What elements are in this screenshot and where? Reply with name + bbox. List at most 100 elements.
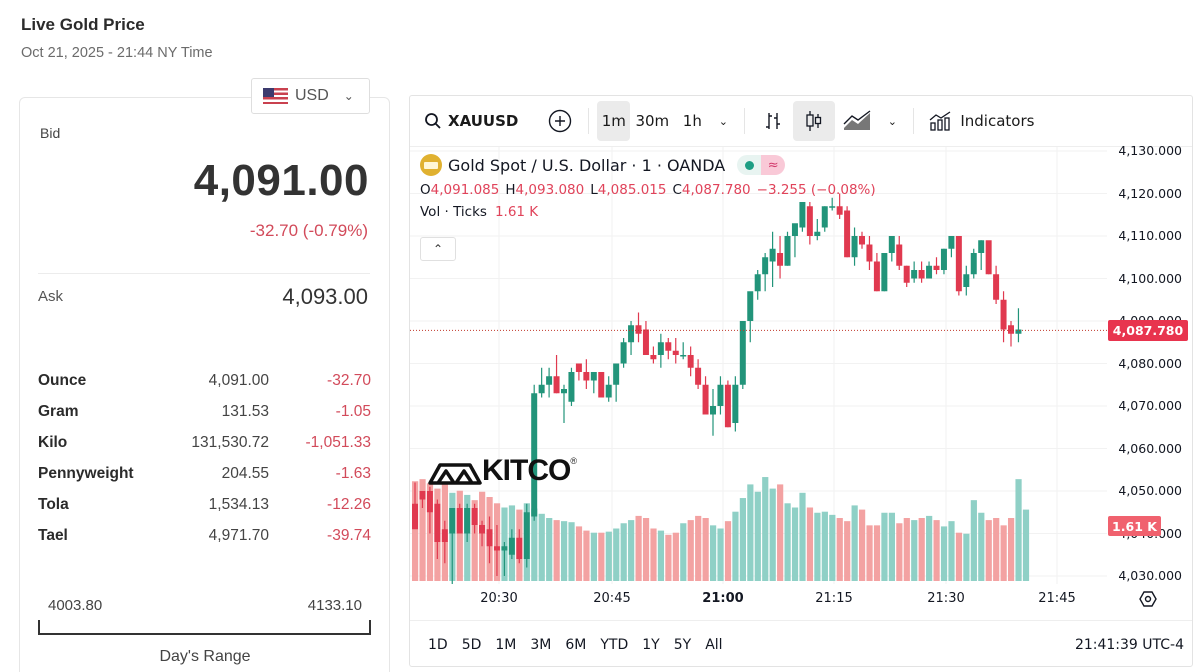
plus-circle-icon [549, 109, 572, 133]
price-card [19, 97, 390, 672]
kitco-logo-icon [428, 463, 482, 485]
indicators-label: Indicators [960, 112, 1035, 130]
interval-1m[interactable]: 1m [597, 101, 631, 141]
range-5d[interactable]: 5D [461, 636, 482, 653]
interval-30m[interactable]: 30m [635, 112, 670, 130]
divider [38, 273, 370, 274]
change-value: −3.255 (−0.08%) [756, 182, 876, 198]
range-6m[interactable]: 6M [565, 636, 587, 653]
range-1y[interactable]: 1Y [642, 636, 660, 653]
area-chart-icon [843, 110, 871, 130]
unit-change: -1.05 [335, 402, 371, 420]
volume-legend: Vol · Ticks 1.61 K [420, 204, 876, 220]
kitco-watermark: KITCO ® [428, 454, 577, 488]
candles-style-button[interactable] [793, 101, 836, 141]
close-value: 4,087.780 [681, 182, 751, 198]
us-flag-icon [263, 88, 288, 104]
ask-label: Ask [38, 288, 64, 305]
time-tick: 20:45 [593, 591, 631, 606]
collapse-legend-button[interactable]: ⌃ [420, 237, 456, 261]
open-value: 4,091.085 [430, 182, 500, 198]
bid-label: Bid [40, 125, 61, 141]
range-1d[interactable]: 1D [428, 636, 448, 653]
unit-row-kilo: Kilo 131,530.72 -1,051.33 [38, 427, 371, 458]
price-tick: 4,080.000 [1118, 355, 1182, 371]
unit-price: 1,534.13 [208, 495, 269, 513]
unit-change: -12.26 [327, 495, 371, 513]
unit-price: 4,091.00 [208, 371, 269, 389]
time-tick: 21:00 [702, 591, 744, 606]
volume-label: Vol · Ticks [420, 204, 487, 220]
market-status-pill[interactable]: ≈ [737, 155, 786, 175]
currency-dropdown[interactable]: USD ⌄ [251, 78, 370, 114]
bid-price: 4,091.00 [193, 156, 369, 205]
unit-change: -32.70 [327, 371, 371, 389]
unit-price: 131.53 [221, 402, 269, 420]
volume-value: 1.61 K [494, 204, 539, 220]
unit-row-gram: Gram 131.53 -1.05 [38, 396, 371, 427]
price-tick: 4,070.000 [1118, 398, 1182, 413]
price-tick: 4,050.000 [1118, 483, 1182, 498]
day-range-bar [38, 620, 371, 635]
chart-legend: Gold Spot / U.S. Dollar · 1 · OANDA ≈ O4… [420, 154, 876, 220]
toolbar-separator [913, 108, 915, 134]
indicators-button[interactable]: Indicators [922, 101, 1040, 141]
unit-name: Tael [38, 526, 68, 544]
page-title: Live Gold Price [21, 15, 145, 34]
legend-title: Gold Spot / U.S. Dollar · 1 · OANDA [448, 155, 726, 175]
unit-price: 131,530.72 [191, 433, 269, 451]
unit-price: 4,971.70 [208, 526, 269, 544]
compare-symbol-button[interactable] [540, 101, 580, 141]
unit-change: -1,051.33 [305, 433, 372, 451]
price-tick: 4,100.000 [1118, 270, 1182, 286]
gold-bar-icon [420, 154, 442, 176]
unit-name: Tola [38, 495, 69, 513]
ask-price: 4,093.00 [282, 284, 368, 309]
low-value: 4,085.015 [597, 182, 667, 198]
candles-icon [806, 111, 822, 131]
range-bar: 1D 5D 1M 3M 6M YTD 1Y 5Y All 21:41:39 UTC-4 [410, 620, 1192, 666]
price-tick: 4,060.000 [1118, 440, 1182, 456]
range-3m[interactable]: 3M [530, 636, 552, 653]
day-range-low: 4003.80 [48, 597, 103, 614]
day-range-label: Day's Range [159, 648, 251, 665]
unit-change: -1.63 [335, 464, 371, 482]
range-all[interactable]: All [705, 636, 723, 653]
time-tick: 20:30 [480, 591, 518, 606]
candlestick-plot[interactable] [410, 147, 1107, 584]
unit-price-table: Ounce 4,091.00 -32.70 Gram 131.53 -1.05 Kilo 13… [38, 365, 371, 551]
settings-hexagon-icon[interactable] [1138, 589, 1158, 609]
interval-1h[interactable]: 1h [682, 112, 702, 130]
chevron-down-icon: ⌄ [343, 89, 354, 103]
registered-mark: ® [570, 456, 577, 466]
unit-name: Pennyweight [38, 464, 134, 482]
range-5y[interactable]: 5Y [673, 636, 692, 653]
chart-widget: XAUUSD 1m 30m 1h ⌄ ⌄ Indicators Gold Spo… [409, 95, 1193, 667]
price-axis[interactable]: 4,130.0004,120.0004,110.0004,100.0004,09… [1107, 143, 1192, 647]
interval-dropdown-chevron-icon[interactable]: ⌄ [718, 114, 728, 128]
range-ytd[interactable]: YTD [600, 636, 629, 653]
bar-style-button[interactable] [753, 101, 793, 141]
unit-name: Kilo [38, 433, 68, 451]
bid-change: -32.70 (-0.79%) [249, 221, 368, 240]
last-volume-tag: 1.61 K [1108, 516, 1161, 536]
time-axis[interactable]: 20:30 20:45 21:00 21:15 21:30 21:45 [410, 584, 1192, 614]
price-tick: 4,110.000 [1118, 228, 1182, 243]
unit-name: Gram [38, 402, 79, 420]
unit-row-tael: Tael 4,971.70 -39.74 [38, 520, 371, 551]
symbol-search[interactable]: XAUUSD [424, 101, 518, 141]
area-style-button[interactable] [835, 101, 879, 141]
time-tick: 21:15 [815, 591, 853, 606]
symbol-label: XAUUSD [448, 112, 519, 130]
range-1m[interactable]: 1M [495, 636, 517, 653]
time-tick: 21:30 [927, 591, 965, 606]
time-tick: 21:45 [1038, 591, 1076, 606]
currency-label: USD [295, 87, 329, 104]
price-tick: 4,130.000 [1118, 143, 1182, 158]
last-price-tag: 4,087.780 [1108, 320, 1188, 342]
chart-style-dropdown-chevron-icon[interactable]: ⌄ [887, 114, 897, 128]
toolbar-separator [588, 108, 590, 134]
price-tick: 4,120.000 [1118, 185, 1182, 201]
high-value: 4,093.080 [515, 182, 585, 198]
page-subtitle: Oct 21, 2025 - 21:44 NY Time [21, 45, 213, 61]
